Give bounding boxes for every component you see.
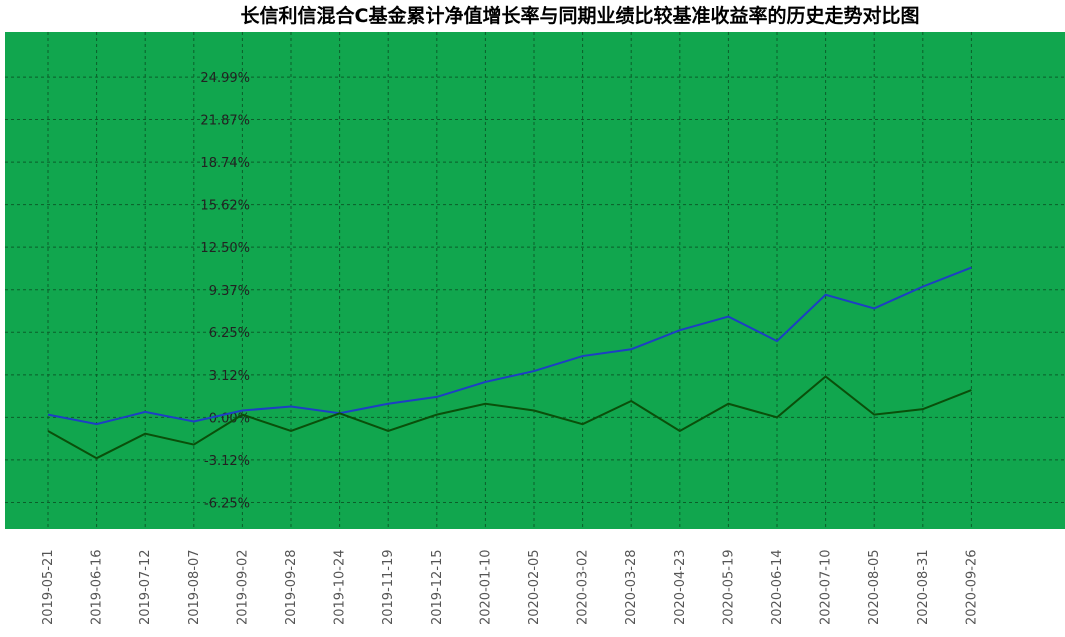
x-tick-label: 2020-08-31 [916, 549, 931, 625]
x-tick-label: 2019-06-16 [90, 549, 105, 625]
x-tick-label: 2019-08-07 [187, 549, 202, 625]
y-tick-label: 21.87% [200, 114, 250, 129]
x-tick-label: 2019-11-19 [381, 549, 396, 625]
y-tick-label: 24.99% [200, 71, 250, 86]
x-tick-label: 2020-08-05 [867, 549, 882, 625]
x-tick-label: 2020-06-14 [770, 549, 785, 625]
x-tick-label: 2020-03-02 [576, 549, 591, 625]
y-tick-label: 9.37% [209, 284, 250, 299]
x-tick-label: 2020-05-19 [721, 549, 736, 625]
y-tick-label: -6.25% [204, 496, 250, 511]
chart-title: 长信利信混合C基金累计净值增长率与同期业绩比较基准收益率的历史走势对比图 [241, 4, 920, 27]
x-tick-label: 2020-03-28 [624, 549, 639, 625]
x-tick-label: 2020-02-05 [527, 549, 542, 625]
x-tick-label: 2019-07-12 [138, 549, 153, 625]
y-tick-label: -3.12% [204, 454, 250, 469]
x-tick-label: 2019-10-24 [333, 549, 348, 625]
x-tick-label: 2020-04-23 [673, 549, 688, 625]
chart: 长信利信混合C基金累计净值增长率与同期业绩比较基准收益率的历史走势对比图 24.… [0, 0, 1065, 633]
x-tick-label: 2019-09-28 [284, 549, 299, 625]
x-tick-label: 2020-07-10 [819, 549, 834, 625]
y-tick-label: 6.25% [209, 326, 250, 341]
plot-area [5, 32, 1065, 529]
x-tick-label: 2019-12-15 [430, 549, 445, 625]
x-tick-label: 2019-05-21 [41, 549, 56, 625]
x-tick-label: 2020-01-10 [478, 549, 493, 625]
x-tick-label: 2020-09-26 [964, 549, 979, 625]
y-tick-label: 3.12% [209, 369, 250, 384]
x-tick-label: 2019-09-02 [235, 549, 250, 625]
